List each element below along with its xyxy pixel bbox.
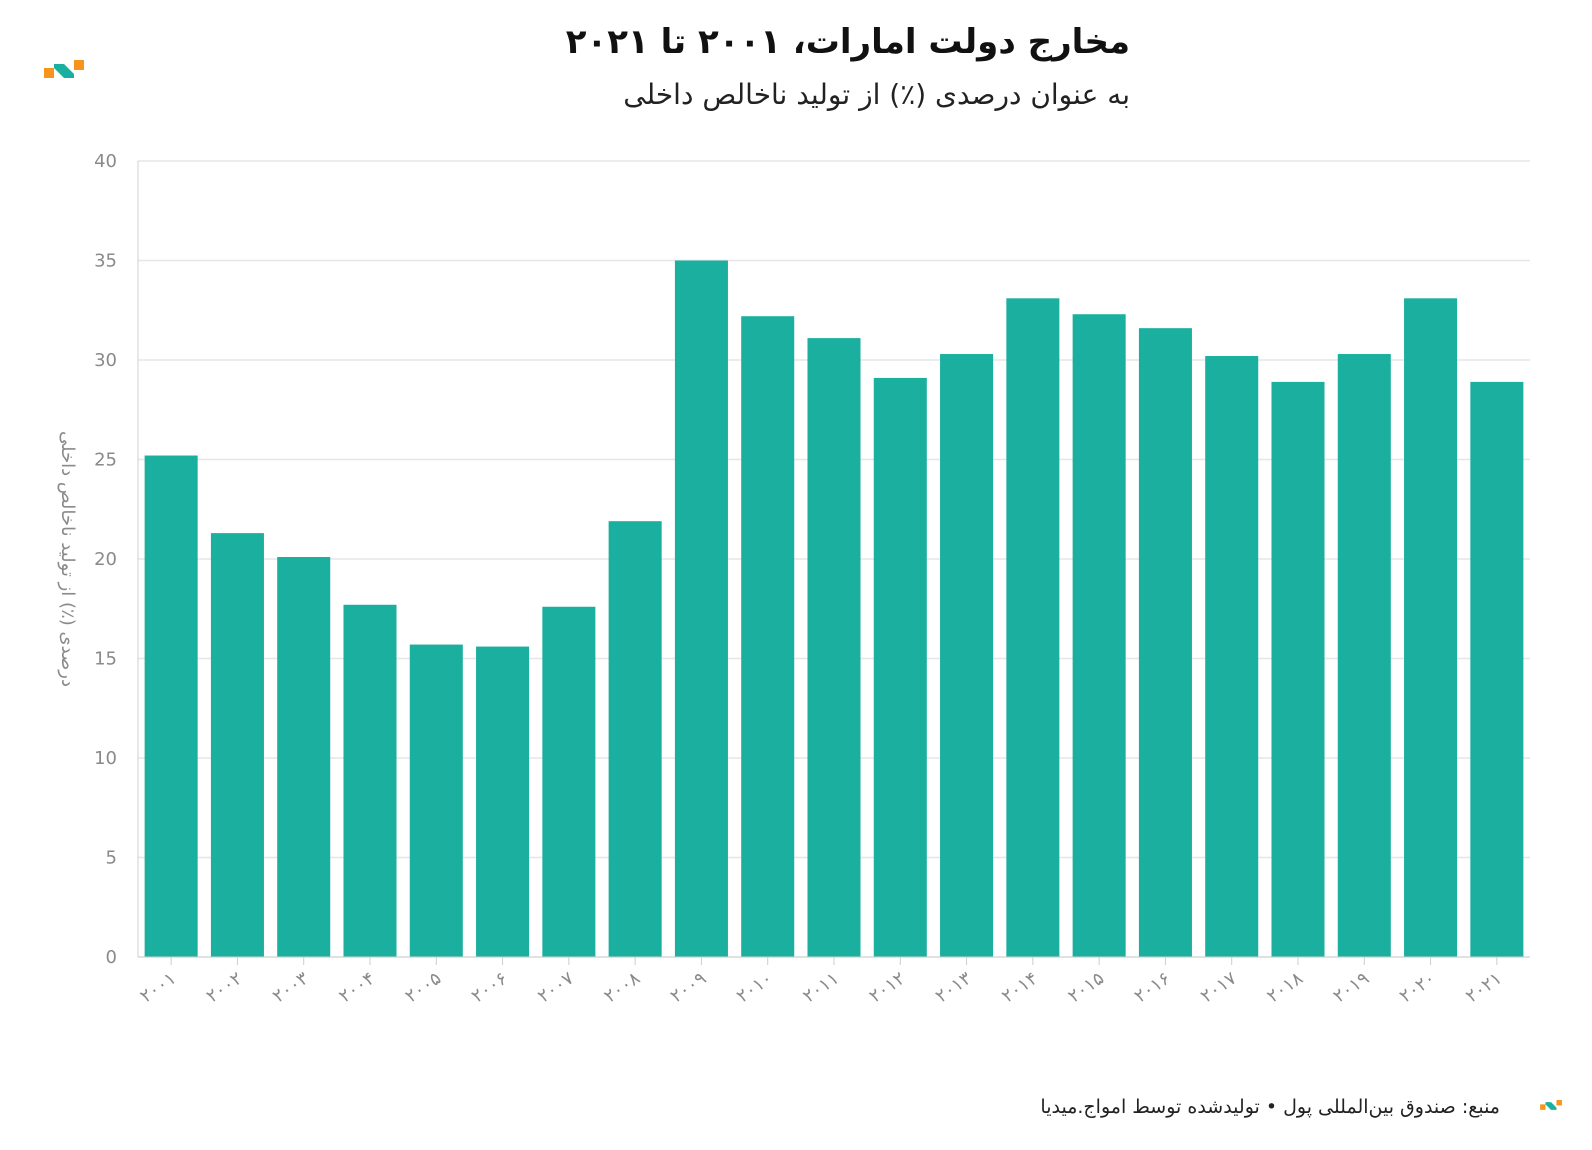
bar-14: [1072, 314, 1126, 958]
bar-4: [409, 644, 463, 957]
y-tick-label: 20: [94, 549, 117, 570]
x-tick-label: ۲۰۱۵: [1064, 968, 1108, 1007]
y-tick-label: 15: [94, 649, 117, 670]
chart-title: مخارج دولت امارات، ۲۰۰۱ تا ۲۰۲۱: [565, 22, 1130, 62]
amwaj-logo-icon: [44, 60, 84, 78]
y-axis-ticks: 0 5 10 15 20 25 30 35 40: [94, 151, 117, 968]
x-tick-label: ۲۰۰۴: [335, 968, 379, 1007]
bar-7: [608, 521, 662, 957]
y-axis-label: درصدی (٪) از تولید ناخالص داخلی: [57, 431, 78, 687]
bar-10: [807, 338, 861, 957]
bars: [144, 260, 1524, 958]
y-tick-label: 0: [106, 947, 117, 968]
bar-2: [277, 557, 331, 957]
x-tick-label: ۲۰۰۷: [534, 968, 578, 1008]
y-tick-label: 35: [94, 251, 117, 272]
x-tick-label: ۲۰۲۰: [1396, 968, 1440, 1007]
x-tick-label: ۲۰۱۸: [1263, 968, 1307, 1008]
y-tick-label: 5: [106, 848, 117, 869]
bar-16: [1205, 356, 1259, 957]
bar-6: [542, 606, 596, 957]
x-tick-label: ۲۰۱۳: [932, 968, 976, 1008]
x-tick-label: ۲۰۰۶: [468, 968, 512, 1007]
x-tick-label: ۲۰۱۶: [1131, 968, 1175, 1007]
x-axis-ticks: ۲۰۰۱ ۲۰۰۲ ۲۰۰۳ ۲۰۰۴ ۲۰۰۵ ۲۰۰۶ ۲۰۰۷ ۲۰۰۸ ۲۰۰۹ ۲۰۱۰…: [136, 957, 1506, 1008]
bar-5: [476, 646, 530, 957]
bar-15: [1138, 328, 1192, 957]
bar-20: [1470, 381, 1524, 957]
x-tick-label: ۲۰۱۴: [998, 968, 1042, 1007]
y-tick-label: 30: [94, 350, 117, 371]
source-footer: منبع: صندوق بین‌المللی پول • تولیدشده تو…: [1040, 1096, 1500, 1118]
footer-logo-icon: [1540, 1100, 1562, 1110]
x-tick-label: ۲۰۰۸: [600, 968, 644, 1008]
x-tick-label: ۲۰۱۲: [865, 968, 909, 1007]
chart-subtitle: به عنوان درصدی (٪) از تولید ناخالص داخلی: [623, 78, 1130, 111]
x-tick-label: ۲۰۱۹: [1329, 968, 1373, 1007]
bar-17: [1271, 381, 1325, 957]
bar-11: [873, 377, 927, 957]
y-tick-label: 25: [94, 450, 117, 471]
x-tick-label: ۲۰۲۱: [1462, 968, 1506, 1007]
x-tick-label: ۲۰۱۱: [799, 968, 843, 1007]
bar-19: [1404, 298, 1458, 957]
x-tick-label: ۲۰۰۱: [136, 968, 180, 1007]
x-tick-label: ۲۰۰۳: [269, 968, 313, 1008]
x-tick-label: ۲۰۰۵: [401, 968, 445, 1007]
y-tick-label: 40: [94, 151, 117, 172]
y-tick-label: 10: [94, 748, 117, 769]
x-tick-label: ۲۰۱۷: [1197, 968, 1241, 1008]
bar-13: [1006, 298, 1060, 957]
x-tick-label: ۲۰۱۰: [733, 968, 777, 1007]
bar-0: [144, 455, 198, 957]
x-tick-label: ۲۰۰۲: [203, 968, 247, 1007]
bar-1: [210, 533, 264, 957]
bar-18: [1337, 354, 1391, 957]
bar-9: [741, 316, 795, 958]
bar-8: [674, 260, 728, 957]
bar-3: [343, 604, 397, 957]
bar-12: [940, 354, 994, 957]
x-tick-label: ۲۰۰۹: [667, 968, 711, 1007]
